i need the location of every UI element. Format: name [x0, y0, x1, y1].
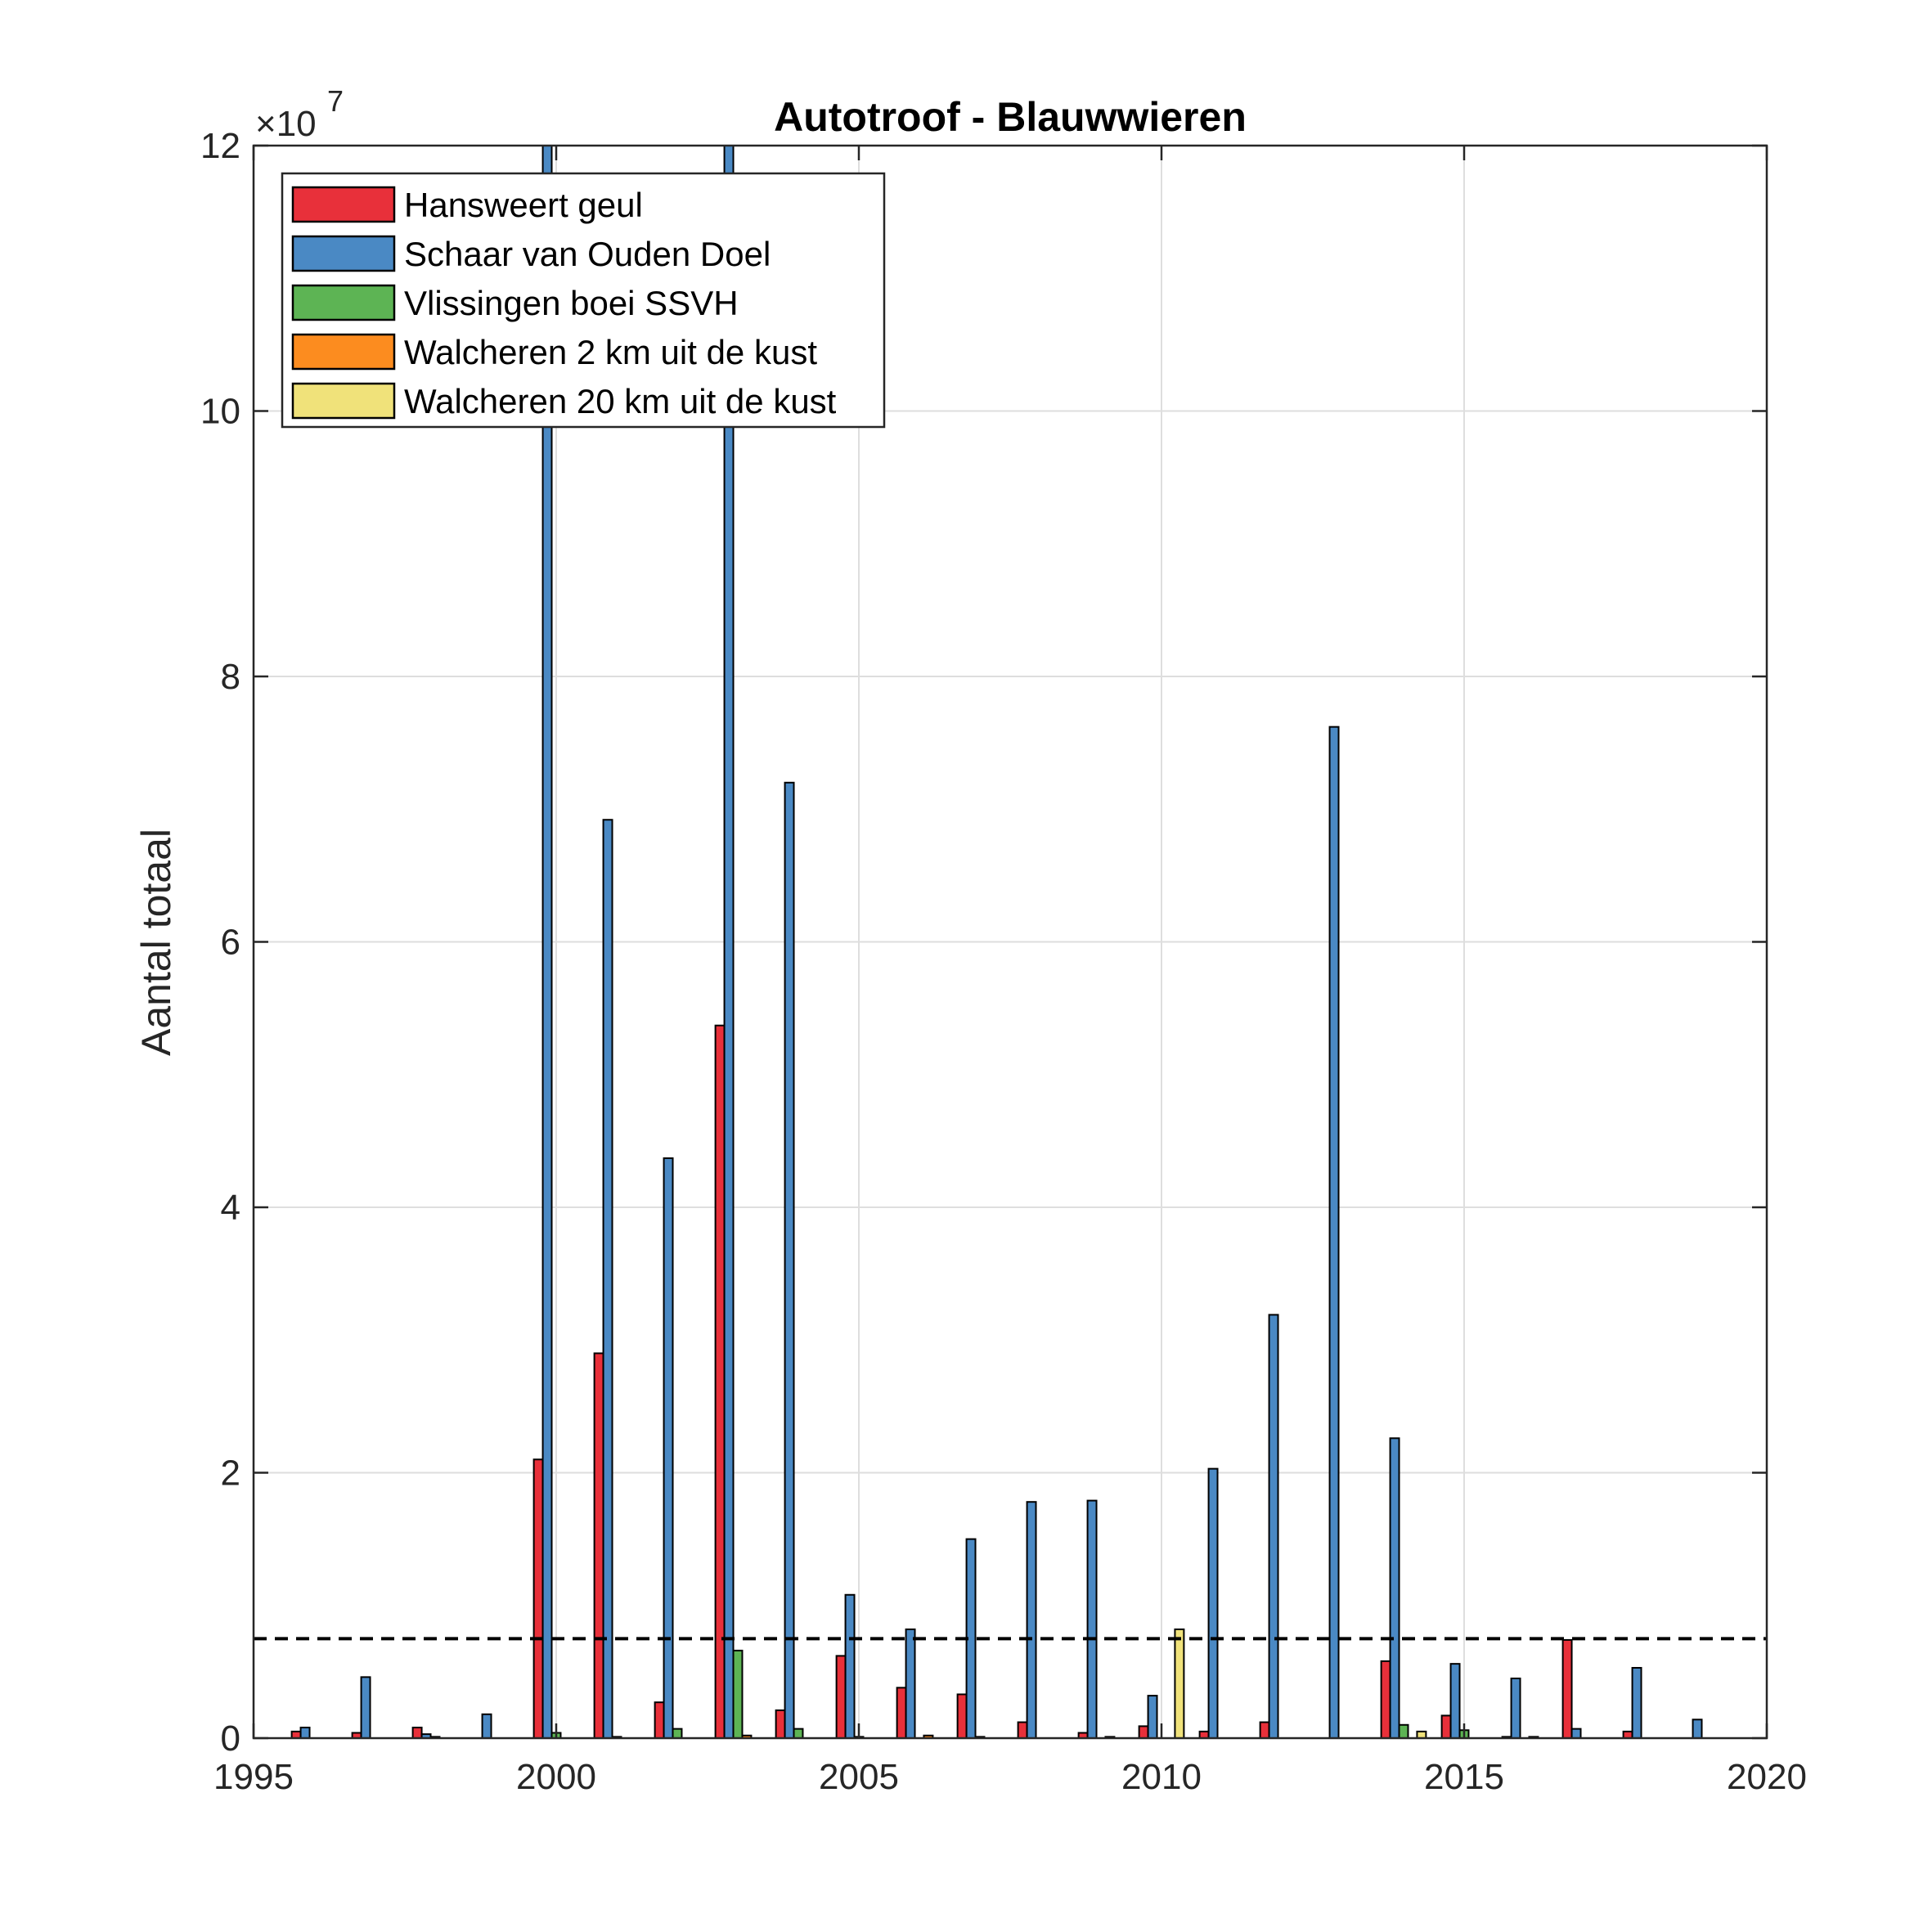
x-tick-label: 1995: [213, 1757, 294, 1797]
legend-label: Schaar van Ouden Doel: [404, 235, 771, 273]
bar-schaar-van-ouden-doel-2009: [1088, 1501, 1097, 1738]
bar-schaar-van-ouden-doel-2008: [1027, 1502, 1036, 1738]
y-tick-label: 2: [221, 1453, 240, 1494]
legend: Hansweert geul Schaar van Ouden Doel Vliss…: [282, 173, 884, 427]
legend-label: Hansweert geul: [404, 186, 643, 224]
y-tick-label: 0: [221, 1719, 240, 1759]
y-tick-label: 12: [200, 126, 240, 166]
legend-label: Walcheren 20 km uit de kust: [404, 382, 837, 420]
bar-vlissingen-boei-ssvh-2003: [734, 1651, 743, 1738]
bar-schaar-van-ouden-doel-2019: [1693, 1719, 1702, 1738]
x-tick-label: 2000: [516, 1757, 596, 1797]
bar-hansweert-geul-2017: [1563, 1640, 1572, 1738]
y-tick-label: 10: [200, 392, 240, 432]
bar-hansweert-geul-2012: [1260, 1723, 1269, 1738]
bar-hansweert-geul-2007: [958, 1694, 967, 1738]
bar-schaar-van-ouden-doel-2002: [664, 1158, 673, 1738]
bar-schaar-van-ouden-doel-2017: [1572, 1729, 1581, 1738]
bar-schaar-van-ouden-doel-2005: [846, 1595, 855, 1738]
legend-swatch: [293, 335, 394, 369]
legend-swatch: [293, 384, 394, 418]
bar-schaar-van-ouden-doel-2014: [1391, 1438, 1400, 1738]
bar-vlissingen-boei-ssvh-2014: [1400, 1725, 1409, 1738]
bar-schaar-van-ouden-doel-2015: [1451, 1664, 1460, 1738]
bar-hansweert-geul-2010: [1139, 1726, 1148, 1738]
legend-swatch: [293, 285, 394, 320]
legend-swatch: [293, 236, 394, 271]
bar-schaar-van-ouden-doel-2006: [906, 1629, 915, 1738]
bar-schaar-van-ouden-doel-2018: [1633, 1668, 1642, 1738]
y-exponent-power: 7: [327, 84, 344, 118]
x-tick-label: 2010: [1121, 1757, 1202, 1797]
legend-label: Walcheren 2 km uit de kust: [404, 333, 817, 371]
y-tick-label: 6: [221, 923, 240, 963]
chart-title: Autotroof - Blauwwieren: [774, 94, 1247, 140]
bar-vlissingen-boei-ssvh-2002: [673, 1729, 682, 1738]
bar-schaar-van-ouden-doel-2012: [1269, 1314, 1278, 1738]
bar-hansweert-geul-2004: [776, 1710, 785, 1738]
bar-walcheren-20-km-uit-de-kust-2010: [1175, 1629, 1184, 1738]
bar-hansweert-geul-2003: [716, 1026, 725, 1738]
bar-vlissingen-boei-ssvh-2004: [794, 1729, 803, 1738]
legend-label: Vlissingen boei SSVH: [404, 284, 739, 322]
bar-hansweert-geul-2015: [1442, 1715, 1451, 1738]
bar-schaar-van-ouden-doel-2016: [1512, 1678, 1521, 1738]
y-axis-label: Aantal totaal: [133, 829, 179, 1056]
bar-schaar-van-ouden-doel-1996: [301, 1728, 310, 1738]
x-tick-label: 2020: [1727, 1757, 1807, 1797]
bar-hansweert-geul-2005: [837, 1656, 846, 1738]
bar-hansweert-geul-2000: [534, 1459, 543, 1738]
bar-schaar-van-ouden-doel-2010: [1148, 1696, 1157, 1738]
bar-schaar-van-ouden-doel-2001: [604, 820, 613, 1738]
bar-hansweert-geul-2002: [655, 1702, 664, 1738]
bar-hansweert-geul-2001: [595, 1353, 604, 1738]
x-tick-label: 2005: [819, 1757, 899, 1797]
bar-schaar-van-ouden-doel-1997: [362, 1677, 371, 1738]
bar-schaar-van-ouden-doel-2011: [1209, 1469, 1218, 1738]
y-tick-label: 4: [221, 1188, 240, 1228]
bar-hansweert-geul-1998: [413, 1728, 422, 1738]
y-tick-label: 8: [221, 657, 240, 697]
bar-schaar-van-ouden-doel-2013: [1330, 727, 1339, 1738]
bar-hansweert-geul-2008: [1018, 1723, 1027, 1738]
legend-swatch: [293, 187, 394, 222]
x-tick-label: 2015: [1424, 1757, 1504, 1797]
bar-hansweert-geul-2014: [1382, 1661, 1391, 1738]
bar-schaar-van-ouden-doel-2004: [785, 783, 794, 1738]
y-exponent-base: ×10: [255, 104, 317, 144]
bar-schaar-van-ouden-doel-1999: [483, 1714, 492, 1738]
bar-hansweert-geul-2006: [897, 1687, 906, 1738]
